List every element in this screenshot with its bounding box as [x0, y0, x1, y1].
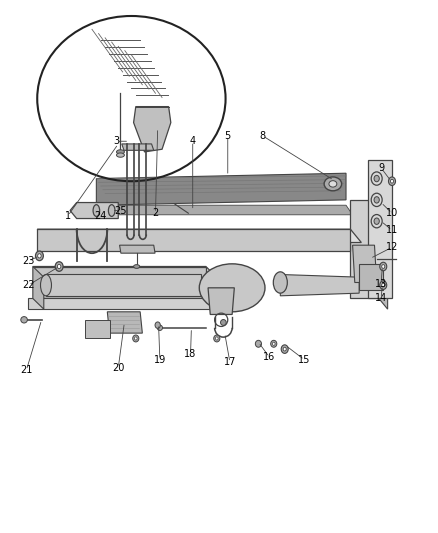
Ellipse shape: [55, 262, 63, 271]
Text: 18: 18: [184, 350, 197, 359]
Polygon shape: [37, 229, 350, 251]
Ellipse shape: [271, 341, 277, 348]
Ellipse shape: [374, 218, 379, 224]
Ellipse shape: [220, 320, 226, 325]
Polygon shape: [122, 144, 154, 150]
Ellipse shape: [374, 197, 379, 203]
Text: 4: 4: [190, 136, 196, 146]
Text: 1: 1: [65, 211, 71, 221]
Ellipse shape: [281, 345, 288, 353]
Ellipse shape: [40, 274, 52, 296]
Polygon shape: [33, 266, 44, 309]
Polygon shape: [96, 205, 353, 215]
Ellipse shape: [381, 265, 385, 269]
Polygon shape: [107, 312, 142, 333]
Ellipse shape: [374, 175, 379, 182]
Polygon shape: [70, 203, 118, 219]
Polygon shape: [28, 298, 215, 309]
Ellipse shape: [273, 272, 287, 293]
Text: 16: 16: [263, 352, 276, 362]
Polygon shape: [120, 245, 155, 253]
Ellipse shape: [133, 335, 139, 342]
Ellipse shape: [324, 177, 342, 191]
Text: 5: 5: [225, 131, 231, 141]
Ellipse shape: [329, 181, 337, 187]
Ellipse shape: [35, 251, 43, 261]
Ellipse shape: [93, 205, 99, 216]
Ellipse shape: [157, 325, 162, 330]
Text: 17: 17: [224, 358, 236, 367]
Ellipse shape: [283, 348, 286, 351]
Polygon shape: [85, 320, 110, 338]
Ellipse shape: [390, 179, 393, 183]
Text: 22: 22: [22, 280, 35, 290]
Ellipse shape: [38, 254, 41, 258]
Text: 12: 12: [386, 243, 398, 252]
Text: 10: 10: [386, 208, 398, 218]
Ellipse shape: [155, 322, 160, 328]
Polygon shape: [33, 266, 206, 298]
Polygon shape: [37, 229, 361, 243]
Ellipse shape: [117, 150, 124, 154]
Polygon shape: [353, 245, 377, 282]
Polygon shape: [368, 160, 392, 298]
Ellipse shape: [57, 264, 61, 269]
Polygon shape: [280, 274, 359, 296]
Polygon shape: [379, 200, 388, 309]
Text: 3: 3: [113, 136, 119, 146]
Polygon shape: [134, 107, 171, 152]
Text: 20: 20: [112, 363, 124, 373]
Text: 23: 23: [22, 256, 35, 266]
Ellipse shape: [389, 177, 396, 185]
Text: 24: 24: [95, 211, 107, 221]
Text: 9: 9: [378, 163, 384, 173]
Polygon shape: [359, 264, 383, 290]
Ellipse shape: [109, 205, 115, 216]
Ellipse shape: [134, 337, 137, 340]
Text: 2: 2: [152, 208, 159, 218]
Text: 25: 25: [114, 206, 127, 215]
Text: 11: 11: [386, 225, 398, 235]
Ellipse shape: [214, 335, 220, 342]
Ellipse shape: [134, 265, 140, 269]
Ellipse shape: [21, 317, 27, 323]
Text: 14: 14: [375, 294, 387, 303]
Ellipse shape: [215, 337, 218, 340]
Text: 21: 21: [20, 366, 32, 375]
Polygon shape: [33, 266, 217, 277]
Text: 19: 19: [154, 355, 166, 365]
Polygon shape: [350, 200, 379, 298]
Text: 13: 13: [375, 279, 387, 288]
Ellipse shape: [199, 264, 265, 312]
Ellipse shape: [380, 281, 387, 289]
Ellipse shape: [272, 342, 275, 345]
Ellipse shape: [381, 284, 385, 287]
Polygon shape: [96, 173, 346, 205]
Text: 8: 8: [260, 131, 266, 141]
Ellipse shape: [255, 341, 261, 348]
Ellipse shape: [117, 153, 124, 157]
Text: 15: 15: [298, 355, 311, 365]
Ellipse shape: [380, 262, 387, 271]
Polygon shape: [208, 288, 234, 314]
Polygon shape: [46, 274, 201, 296]
